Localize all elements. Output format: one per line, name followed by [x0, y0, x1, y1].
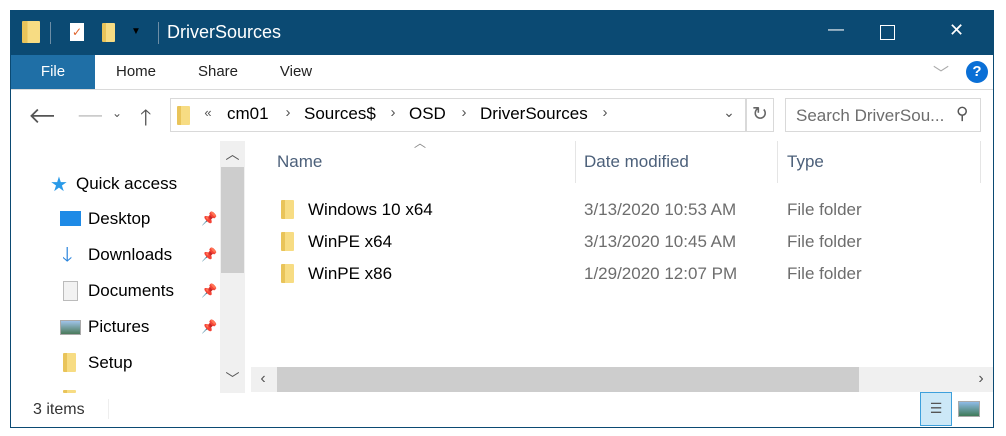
- address-bar[interactable]: [170, 98, 746, 132]
- minimize-button[interactable]: —: [828, 21, 844, 38]
- address-dropdown-icon[interactable]: ⌄: [723, 104, 735, 120]
- nav-item-setup[interactable]: Setup: [60, 348, 188, 378]
- properties-icon[interactable]: ✓: [70, 23, 84, 41]
- desktop-icon: [60, 211, 81, 226]
- up-button[interactable]: 🡑: [140, 105, 152, 130]
- chevron-right-icon[interactable]: ›: [285, 104, 291, 121]
- nav-scrollbar[interactable]: ︿ ﹀: [220, 141, 245, 393]
- tab-home[interactable]: Home: [115, 63, 156, 80]
- nav-quick-access[interactable]: Quick access: [76, 174, 178, 193]
- recent-locations-icon[interactable]: ⌄: [112, 106, 123, 120]
- nav-item-desktop[interactable]: Desktop: [60, 204, 188, 234]
- breadcrumb-osd[interactable]: OSD: [409, 104, 446, 123]
- title-bar: ✓ ▼ DriverSources — ✕: [10, 10, 994, 55]
- scroll-right-button[interactable]: ›: [978, 370, 984, 387]
- search-icon: ⚲: [956, 104, 969, 123]
- overflow-chevron[interactable]: «: [204, 105, 212, 120]
- nav-item-downloads[interactable]: 🡓 Downloads: [60, 240, 188, 270]
- scroll-left-button[interactable]: ‹: [260, 370, 266, 387]
- horizontal-scrollbar[interactable]: ‹ ›: [251, 367, 993, 392]
- search-input[interactable]: Search DriverSou... ⚲: [785, 98, 981, 132]
- tab-share[interactable]: Share: [197, 63, 239, 80]
- file-row[interactable]: WinPE x86 1/29/2020 12:07 PM File folder: [275, 262, 975, 286]
- documents-icon: [63, 281, 78, 301]
- folder-icon: [22, 21, 40, 43]
- back-button[interactable]: 🡐: [28, 103, 54, 129]
- folder-icon: [281, 232, 294, 251]
- quick-access-star-icon: ★: [50, 174, 68, 196]
- item-count: 3 items: [33, 401, 85, 418]
- folder-icon: [63, 353, 76, 372]
- file-row[interactable]: Windows 10 x64 3/13/2020 10:53 AM File f…: [275, 198, 975, 222]
- help-button[interactable]: ?: [966, 61, 988, 83]
- pin-icon[interactable]: 📌: [201, 283, 217, 298]
- file-row[interactable]: WinPE x64 3/13/2020 10:45 AM File folder: [275, 230, 975, 254]
- nav-item-pictures[interactable]: Pictures: [60, 312, 188, 342]
- nav-item-documents[interactable]: Documents: [60, 276, 188, 306]
- pin-icon[interactable]: 📌: [201, 211, 217, 226]
- folder-icon: [281, 200, 294, 219]
- expand-ribbon-icon[interactable]: ﹀: [932, 66, 949, 83]
- tab-file[interactable]: File: [11, 55, 95, 89]
- window-title: DriverSources: [167, 22, 282, 42]
- details-view-button[interactable]: ☰: [920, 392, 952, 426]
- pin-icon[interactable]: 📌: [201, 319, 217, 334]
- column-header-type[interactable]: Type: [787, 152, 824, 171]
- new-folder-icon[interactable]: [102, 23, 115, 42]
- breadcrumb-cm01[interactable]: cm01: [227, 104, 269, 123]
- tab-view[interactable]: View: [279, 63, 313, 80]
- explorer-window: [10, 10, 994, 428]
- sort-ascending-icon: ︿: [414, 136, 427, 150]
- pin-icon[interactable]: 📌: [201, 247, 217, 262]
- refresh-button[interactable]: ↻: [746, 98, 774, 132]
- large-icons-view-button[interactable]: [958, 401, 980, 417]
- chevron-right-icon[interactable]: ›: [602, 104, 608, 121]
- downloads-icon: 🡓: [62, 244, 73, 266]
- breadcrumb-sources[interactable]: Sources$: [304, 104, 376, 123]
- customize-toolbar-icon[interactable]: ▼: [131, 26, 141, 37]
- forward-button: 🡒: [76, 103, 102, 129]
- scroll-up-button[interactable]: ︿: [225, 146, 240, 162]
- scrollbar-thumb[interactable]: [221, 167, 244, 273]
- chevron-right-icon[interactable]: ›: [390, 104, 396, 121]
- scrollbar-thumb[interactable]: [277, 367, 859, 392]
- folder-icon: [281, 264, 294, 283]
- scroll-down-button[interactable]: ﹀: [225, 371, 240, 387]
- column-header-date[interactable]: Date modified: [584, 152, 689, 171]
- breadcrumb-driversources[interactable]: DriverSources: [480, 104, 588, 123]
- chevron-right-icon[interactable]: ›: [461, 104, 467, 121]
- location-folder-icon: [177, 106, 190, 125]
- pictures-icon: [60, 320, 81, 335]
- maximize-button[interactable]: [880, 25, 895, 40]
- column-header-name[interactable]: Name: [277, 152, 323, 171]
- close-button[interactable]: ✕: [949, 20, 965, 40]
